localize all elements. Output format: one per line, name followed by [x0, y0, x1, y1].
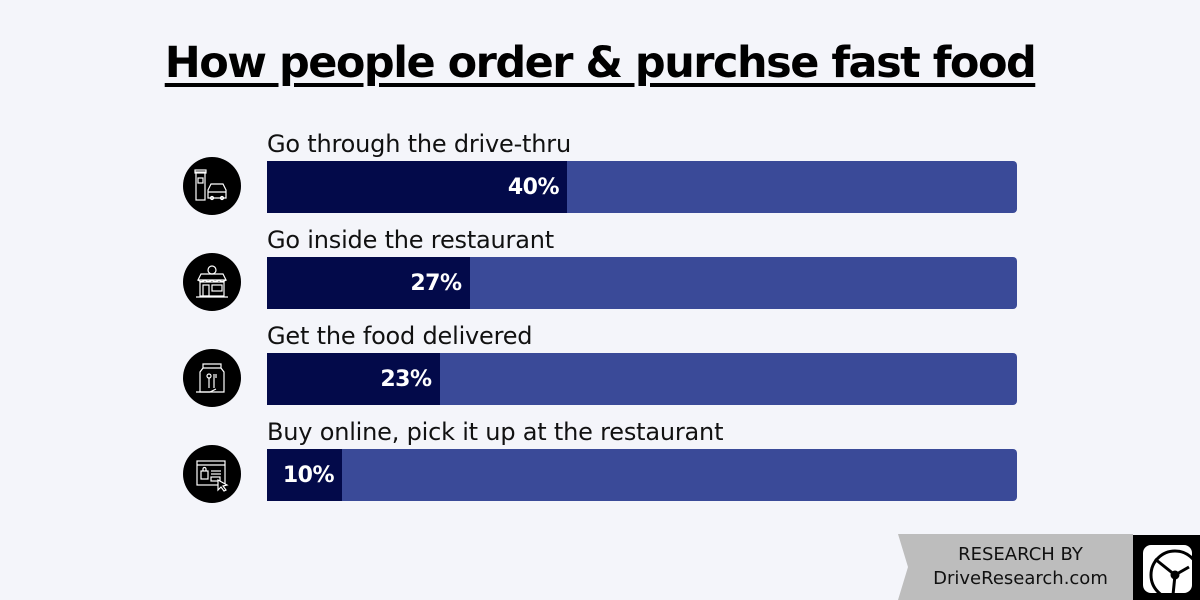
online-shopping-icon [183, 445, 241, 503]
drive-thru-icon [183, 157, 241, 215]
chart-title-text: How people order & purchse fast food [164, 38, 1037, 88]
source-line-2: DriveResearch.com [933, 568, 1108, 589]
chart-title: How people order & purchse fast food [0, 38, 1200, 88]
steering-wheel-icon [1143, 545, 1192, 593]
bar-track: 23% [267, 353, 1017, 405]
delivery-bag-icon [183, 349, 241, 407]
bar-label: Go through the drive-thru [267, 130, 571, 158]
brand-logo [1133, 535, 1200, 600]
bar-value: 10% [282, 462, 335, 488]
bar-label: Buy online, pick it up at the restaurant [267, 418, 724, 446]
bar-value: 23% [380, 366, 432, 392]
bar-row-delivered: Get the food delivered 23% [0, 321, 1200, 417]
bar-value: 27% [410, 270, 462, 296]
bar-fill: 10% [267, 449, 342, 501]
bar-row-drive-thru: Go through the drive-thru 40% [0, 129, 1200, 225]
bar-track: 40% [267, 161, 1017, 213]
bar-value: 40% [507, 174, 560, 200]
bar-row-inside-restaurant: Go inside the restaurant 27% [0, 225, 1200, 321]
bar-fill: 40% [267, 161, 567, 213]
bar-fill: 23% [267, 353, 440, 405]
bar-label: Go inside the restaurant [267, 226, 554, 254]
bar-row-online-pickup: Buy online, pick it up at the restaurant… [0, 417, 1200, 513]
bar-track: 10% [267, 449, 1017, 501]
bar-fill: 27% [267, 257, 470, 309]
storefront-icon [183, 253, 241, 311]
bar-label: Get the food delivered [267, 322, 533, 350]
source-line-1: RESEARCH BY [958, 544, 1083, 565]
source-ribbon: RESEARCH BY DriveResearch.com [898, 534, 1133, 600]
bar-track: 27% [267, 257, 1017, 309]
